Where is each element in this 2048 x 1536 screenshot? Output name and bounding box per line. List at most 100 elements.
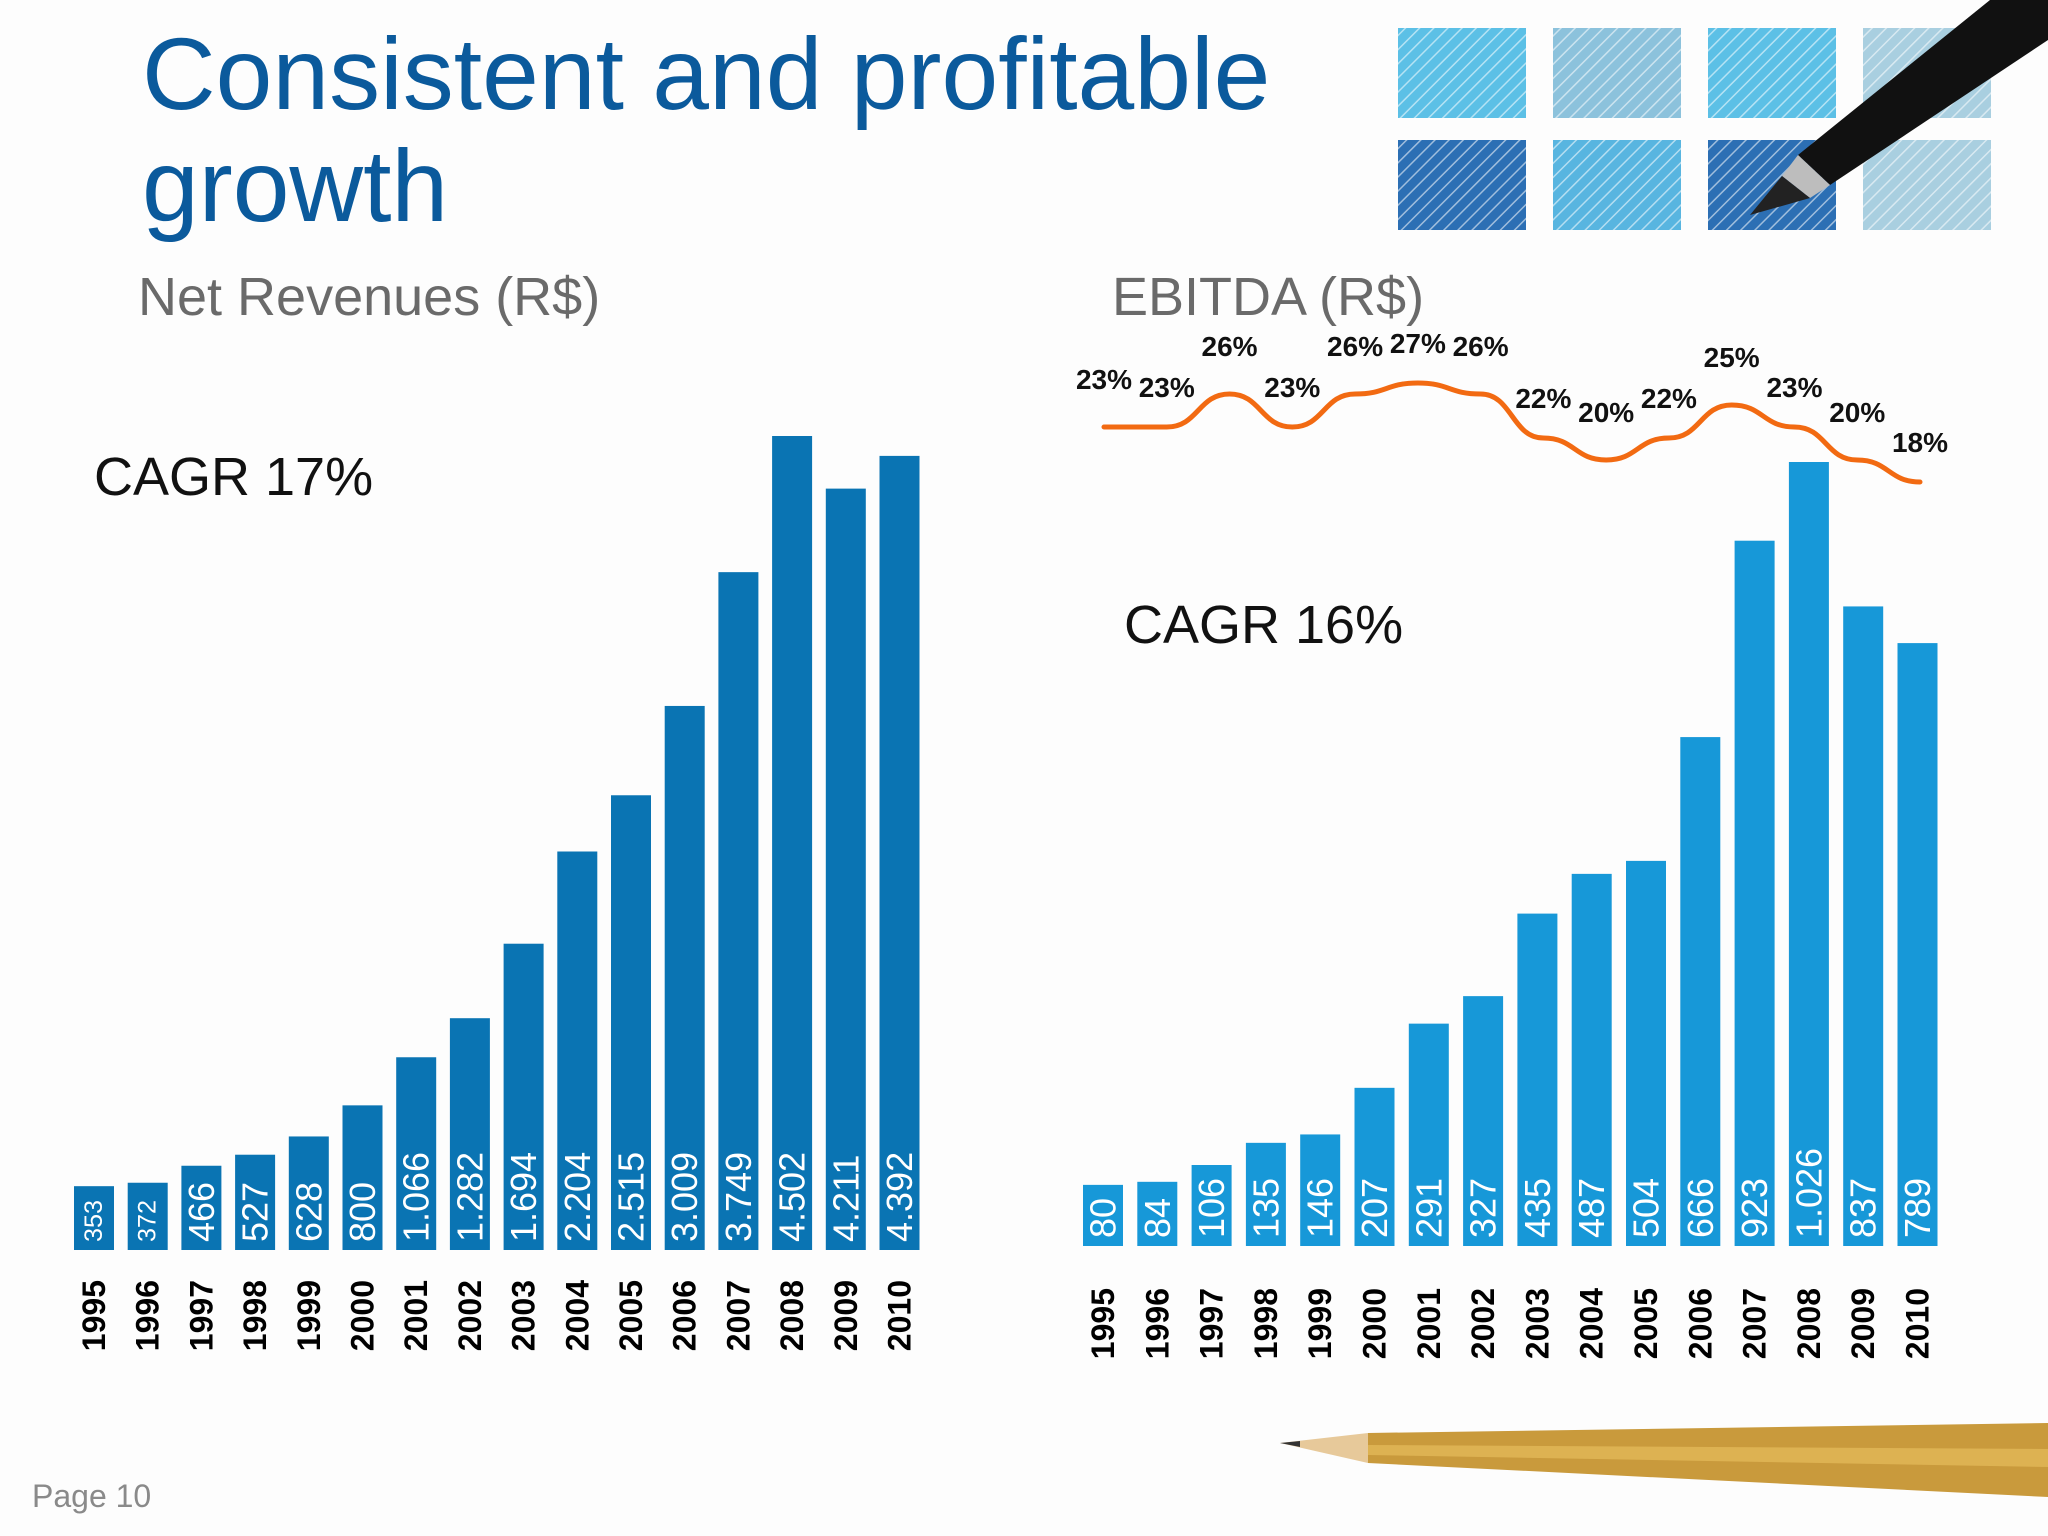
bar-1995 xyxy=(1083,1184,1123,1246)
bar-value-label: 80 xyxy=(1083,1198,1124,1238)
bar-2008 xyxy=(1788,462,1829,1246)
slide-title: Consistent and profitable growth xyxy=(142,17,1271,243)
bar-2004 xyxy=(1571,873,1612,1246)
revenue-cagr-label: CAGR 17% xyxy=(94,447,374,507)
bar-1999 xyxy=(288,1136,329,1250)
year-tick-label: 1996 xyxy=(130,1280,166,1351)
bar-value-label: 327 xyxy=(1463,1178,1504,1238)
ebitda-cagr-label: CAGR 16% xyxy=(1124,595,1404,655)
year-tick-label: 2005 xyxy=(1628,1288,1664,1359)
bar-value-label: 2.204 xyxy=(557,1152,598,1242)
bar-2002 xyxy=(449,1018,490,1250)
bar-value-label: 923 xyxy=(1734,1178,1775,1238)
bar-2010 xyxy=(879,455,920,1251)
bar-value-label: 4.392 xyxy=(879,1152,920,1242)
bar-value-label: 1.026 xyxy=(1788,1148,1829,1238)
year-tick-label: 1995 xyxy=(76,1280,112,1351)
bar-2005 xyxy=(1626,860,1666,1246)
year-tick-label: 2003 xyxy=(1519,1288,1555,1359)
year-tick-label: 2006 xyxy=(667,1280,703,1351)
bar-2009 xyxy=(1843,606,1884,1246)
bar-2006 xyxy=(664,705,705,1250)
margin-point-label: 27% xyxy=(1390,328,1446,359)
bar-2009 xyxy=(825,488,866,1250)
margin-point-label: 23% xyxy=(1076,364,1132,395)
bar-2003 xyxy=(503,943,544,1250)
year-tick-label: 2002 xyxy=(1465,1288,1501,1359)
bar-1998 xyxy=(235,1154,276,1250)
bar-value-label: 1.694 xyxy=(503,1152,544,1242)
bar-2000 xyxy=(1354,1087,1395,1246)
bar-1997 xyxy=(1191,1165,1232,1246)
bar-value-label: 789 xyxy=(1897,1178,1938,1238)
year-tick-label: 1997 xyxy=(1194,1288,1230,1359)
bar-value-label: 3.009 xyxy=(664,1152,705,1242)
decorative-pen-image xyxy=(1398,0,2048,230)
page-number: Page 10 xyxy=(32,1478,152,1514)
ebitda-chart-title: EBITDA (R$) xyxy=(1112,267,1425,327)
year-tick-label: 2005 xyxy=(613,1280,649,1351)
margin-point-label: 22% xyxy=(1641,383,1697,414)
bar-2005 xyxy=(611,795,651,1250)
year-tick-label: 2000 xyxy=(345,1280,381,1351)
bar-2007 xyxy=(718,572,759,1250)
bar-2001 xyxy=(396,1057,437,1250)
bar-2002 xyxy=(1463,996,1504,1246)
bar-2010 xyxy=(1897,643,1938,1246)
year-tick-label: 2000 xyxy=(1357,1288,1393,1359)
bar-value-label: 372 xyxy=(134,1200,162,1242)
bar-value-label: 135 xyxy=(1245,1178,1286,1238)
year-tick-label: 2009 xyxy=(1845,1288,1881,1359)
bar-1997 xyxy=(181,1165,222,1250)
year-tick-label: 1996 xyxy=(1139,1288,1175,1359)
bar-value-label: 2.515 xyxy=(611,1152,652,1242)
margin-point-label: 26% xyxy=(1327,331,1383,362)
bar-1996 xyxy=(1137,1181,1178,1246)
bar-value-label: 4.211 xyxy=(825,1155,866,1242)
bar-value-label: 207 xyxy=(1354,1178,1395,1238)
year-tick-label: 1999 xyxy=(291,1280,327,1351)
bar-2006 xyxy=(1680,737,1721,1246)
year-tick-label: 1999 xyxy=(1302,1288,1338,1359)
ebitda-bar-chart: 80 1995 84 1996 106 1997 135 1998 146 1999 207 2000… xyxy=(1083,462,1938,1359)
decorative-pencil-image xyxy=(1280,1423,2048,1497)
year-tick-label: 2009 xyxy=(828,1280,864,1351)
year-tick-label: 1995 xyxy=(1085,1288,1121,1359)
bar-1995 xyxy=(74,1186,114,1250)
margin-point-label: 26% xyxy=(1202,331,1258,362)
year-tick-label: 1998 xyxy=(1248,1288,1284,1359)
bar-value-label: 146 xyxy=(1300,1178,1341,1238)
year-tick-label: 2008 xyxy=(774,1280,810,1351)
bar-1999 xyxy=(1300,1134,1341,1246)
bar-value-label: 3.749 xyxy=(718,1152,759,1242)
margin-point-label: 18% xyxy=(1892,427,1948,458)
year-tick-label: 1997 xyxy=(183,1280,219,1351)
bar-2001 xyxy=(1408,1023,1449,1246)
revenue-chart-title: Net Revenues (R$) xyxy=(138,267,601,327)
ebitda-margin-line-series: 23% 23%26%23%26% 27% 26%22% 20% 22%25%23%20%1… xyxy=(1076,328,1948,485)
bar-value-label: 466 xyxy=(181,1182,222,1242)
year-tick-label: 2010 xyxy=(882,1280,918,1351)
bar-value-label: 527 xyxy=(235,1182,276,1242)
bar-value-label: 84 xyxy=(1137,1198,1178,1238)
year-tick-label: 2006 xyxy=(1682,1288,1718,1359)
margin-point-label: 23% xyxy=(1264,372,1320,403)
bar-2008 xyxy=(772,436,813,1250)
bar-value-label: 291 xyxy=(1408,1178,1449,1238)
revenue-bar-chart: 353 1995 372 1996 466 1997 527 1998 628 1999 800 20… xyxy=(74,436,920,1351)
year-tick-label: 2007 xyxy=(1737,1288,1773,1359)
year-tick-label: 2008 xyxy=(1791,1288,1827,1359)
margin-line xyxy=(1101,380,1923,485)
year-tick-label: 2010 xyxy=(1900,1288,1936,1359)
bar-2007 xyxy=(1734,540,1775,1246)
bar-1998 xyxy=(1245,1142,1286,1246)
margin-point-label: 25% xyxy=(1704,342,1760,373)
year-tick-label: 2003 xyxy=(506,1280,542,1351)
bar-value-label: 1.282 xyxy=(449,1152,490,1242)
year-tick-label: 2007 xyxy=(720,1280,756,1351)
bar-2004 xyxy=(557,851,598,1250)
bar-2003 xyxy=(1517,913,1558,1246)
bar-value-label: 487 xyxy=(1571,1178,1612,1238)
